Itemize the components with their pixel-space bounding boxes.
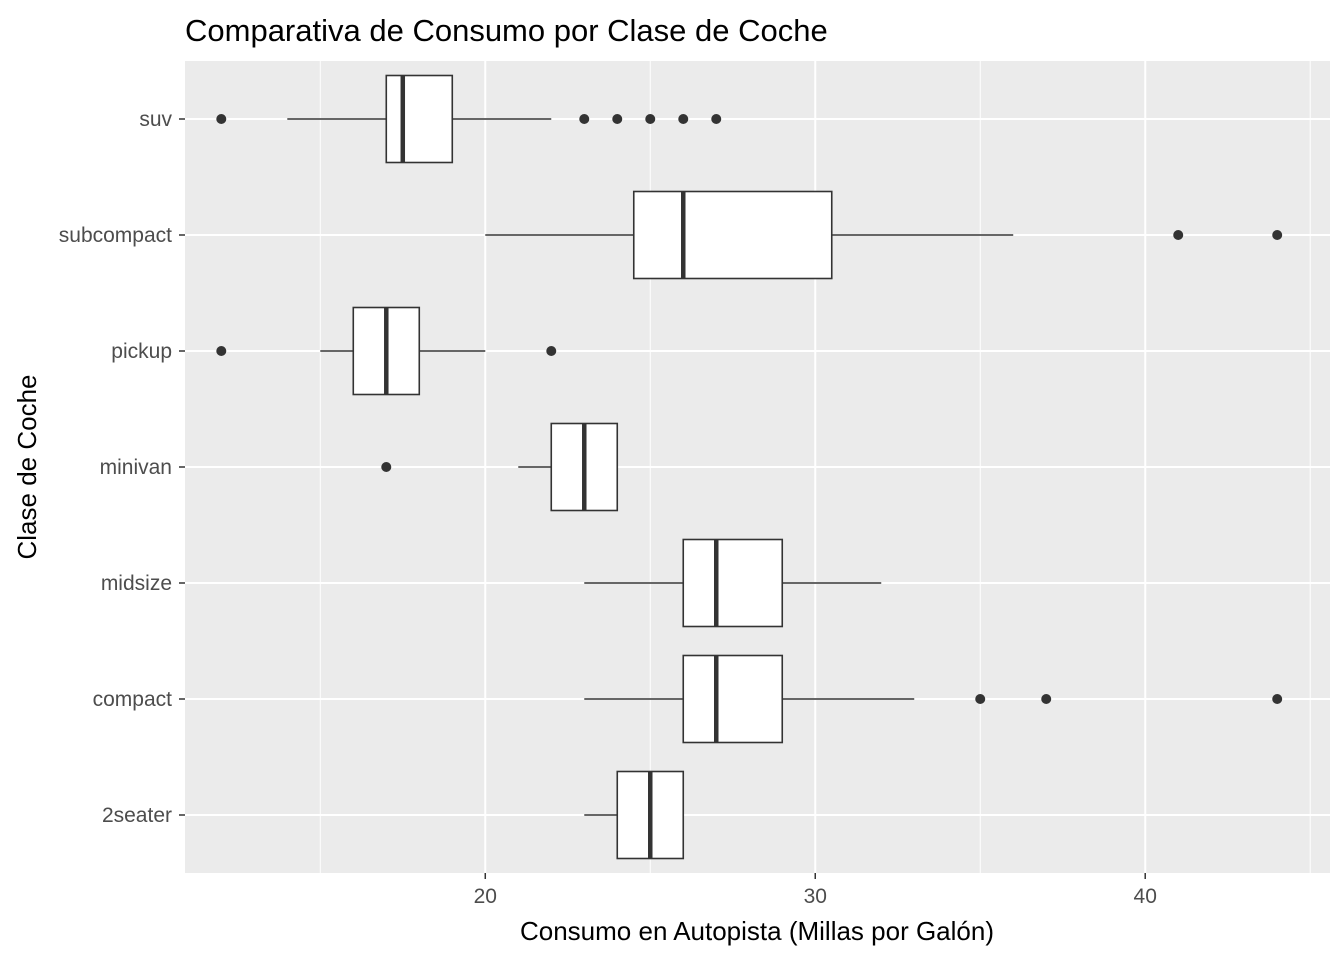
box-suv xyxy=(216,74,722,164)
box-minivan xyxy=(381,422,619,512)
box-midsize xyxy=(584,538,882,628)
box-iqr xyxy=(632,190,833,280)
box-subcompact xyxy=(485,190,1283,280)
y-tick-label: midsize xyxy=(101,572,172,595)
y-tick-label: minivan xyxy=(100,456,172,479)
outlier-point xyxy=(612,114,623,124)
outlier-point xyxy=(546,346,557,356)
outlier-point xyxy=(645,114,656,124)
y-tick-label: suv xyxy=(139,108,172,131)
box-pickup xyxy=(216,306,557,396)
x-tick-label: 30 xyxy=(804,885,827,908)
outlier-point xyxy=(678,114,689,124)
outlier-point xyxy=(381,462,392,472)
outlier-point xyxy=(1272,230,1283,240)
box-iqr xyxy=(682,538,784,628)
y-tick-label: 2seater xyxy=(102,804,172,827)
chart-title: Comparativa de Consumo por Clase de Coch… xyxy=(185,13,828,48)
box-iqr xyxy=(385,74,454,164)
x-axis-title: Consumo en Autopista (Millas por Galón) xyxy=(520,916,994,946)
y-axis-title: Clase de Coche xyxy=(12,375,42,560)
outlier-point xyxy=(216,114,227,124)
outlier-point xyxy=(216,346,227,356)
outlier-point xyxy=(1272,694,1283,704)
outlier-point xyxy=(1041,694,1052,704)
y-tick-label: subcompact xyxy=(59,224,172,247)
box-series xyxy=(216,74,1283,860)
x-tick-label: 20 xyxy=(474,885,497,908)
box-compact xyxy=(584,654,1283,744)
outlier-point xyxy=(1173,230,1184,240)
x-axis: 20 30 40 xyxy=(474,873,1157,908)
y-tick-label: pickup xyxy=(111,340,172,363)
box-iqr xyxy=(682,654,784,744)
y-tick-label: compact xyxy=(93,688,173,711)
outlier-point xyxy=(579,114,590,124)
y-axis: 2seater compact midsize minivan pickup subcom… xyxy=(59,108,185,827)
outlier-point xyxy=(975,694,986,704)
x-tick-label: 40 xyxy=(1134,885,1157,908)
box-2seater xyxy=(584,770,685,860)
outlier-point xyxy=(711,114,722,124)
